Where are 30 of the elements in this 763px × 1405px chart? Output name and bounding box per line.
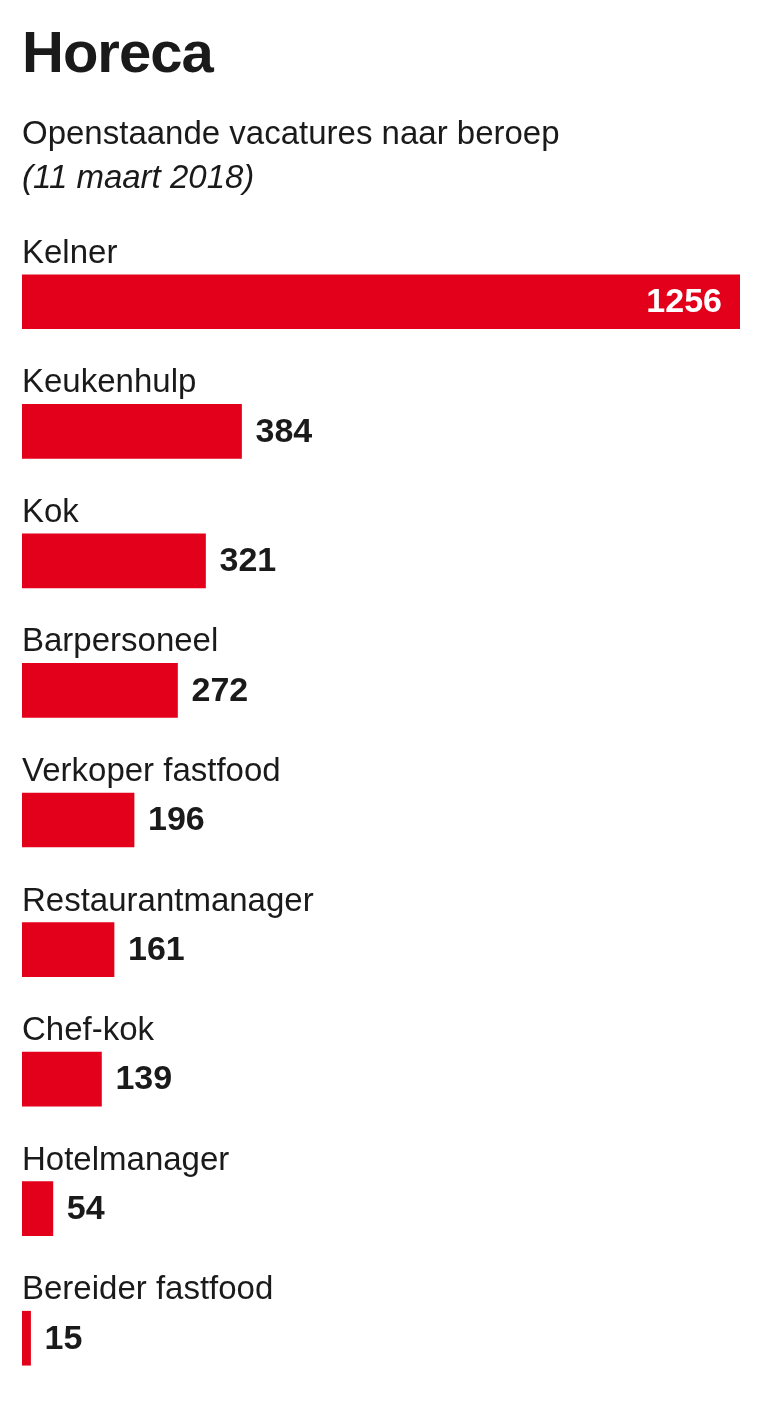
data-label: 321 [219,540,277,579]
chart-subtitle: Openstaande vacatures naar beroep [22,113,560,153]
data-label: 384 [255,410,313,449]
chart-title: Horeca [22,18,213,85]
data-label: 54 [66,1188,105,1227]
bar [22,1051,102,1107]
bar [22,1310,31,1366]
bar [22,274,740,330]
y-tick-label: Barpersoneel [22,621,219,659]
y-tick-label: Verkoper fastfood [22,751,281,788]
annotation: (11 maart 2018) [22,157,255,197]
data-label: 1256 [646,281,722,320]
y-tick-label: Bereider fastfood [22,1269,274,1307]
data-label: 139 [115,1058,173,1097]
data-label: 161 [128,928,185,967]
data-label: 196 [148,799,205,838]
bar [22,404,242,459]
bar [22,533,206,589]
y-tick-label: Hotelmanager [22,1139,230,1177]
y-tick-label: Kok [22,491,80,529]
data-label: 15 [44,1317,83,1356]
y-tick-label: Keukenhulp [22,362,197,400]
bar [22,922,115,977]
y-tick-label: Restaurantmanager [22,880,314,918]
y-tick-label: Kelner [22,232,118,270]
y-tick-label: Chef-kok [22,1010,155,1048]
bar [22,663,178,718]
bar [22,1181,54,1236]
data-label: 272 [191,669,249,708]
bar [22,792,135,848]
